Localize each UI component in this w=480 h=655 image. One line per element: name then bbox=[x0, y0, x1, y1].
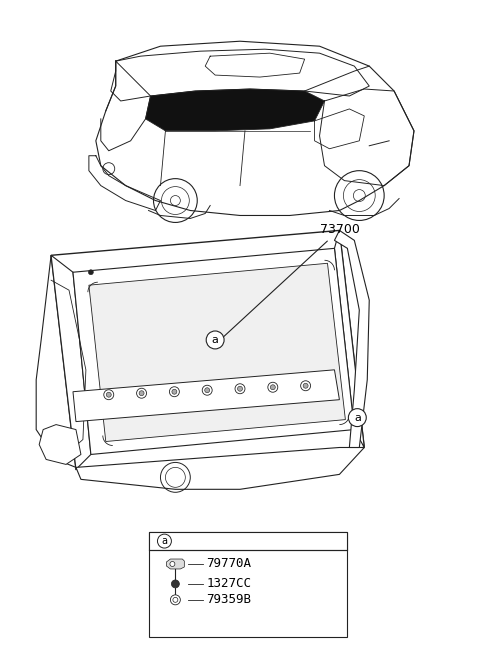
Circle shape bbox=[206, 331, 224, 349]
Circle shape bbox=[238, 386, 242, 391]
Circle shape bbox=[270, 384, 276, 390]
Text: 79359B: 79359B bbox=[206, 593, 251, 607]
Circle shape bbox=[106, 392, 111, 397]
Text: a: a bbox=[161, 536, 168, 546]
Polygon shape bbox=[335, 231, 369, 447]
Polygon shape bbox=[145, 89, 324, 131]
Polygon shape bbox=[73, 370, 339, 422]
Circle shape bbox=[303, 383, 308, 388]
Polygon shape bbox=[167, 559, 184, 569]
Circle shape bbox=[235, 384, 245, 394]
Polygon shape bbox=[89, 263, 346, 441]
Text: 1327CC: 1327CC bbox=[206, 578, 251, 590]
Circle shape bbox=[172, 389, 177, 394]
Text: a: a bbox=[354, 413, 361, 422]
Polygon shape bbox=[36, 255, 91, 468]
Polygon shape bbox=[335, 231, 364, 447]
Circle shape bbox=[348, 409, 366, 426]
Polygon shape bbox=[39, 424, 81, 464]
Circle shape bbox=[173, 597, 178, 603]
Text: 73700: 73700 bbox=[222, 223, 360, 338]
Circle shape bbox=[137, 388, 146, 398]
Circle shape bbox=[204, 388, 210, 393]
Circle shape bbox=[169, 386, 180, 397]
Circle shape bbox=[170, 595, 180, 605]
Polygon shape bbox=[76, 447, 364, 489]
Circle shape bbox=[202, 385, 212, 395]
Circle shape bbox=[157, 534, 171, 548]
Circle shape bbox=[170, 561, 175, 567]
Text: 79770A: 79770A bbox=[206, 557, 251, 571]
Bar bbox=[148, 532, 348, 550]
Polygon shape bbox=[73, 248, 354, 455]
Polygon shape bbox=[51, 255, 91, 470]
Circle shape bbox=[268, 383, 278, 392]
Circle shape bbox=[300, 381, 311, 391]
Bar bbox=[148, 532, 348, 637]
Text: a: a bbox=[212, 335, 218, 345]
Circle shape bbox=[139, 391, 144, 396]
Polygon shape bbox=[51, 231, 364, 470]
Circle shape bbox=[88, 270, 93, 274]
Circle shape bbox=[104, 390, 114, 400]
Circle shape bbox=[171, 580, 180, 588]
